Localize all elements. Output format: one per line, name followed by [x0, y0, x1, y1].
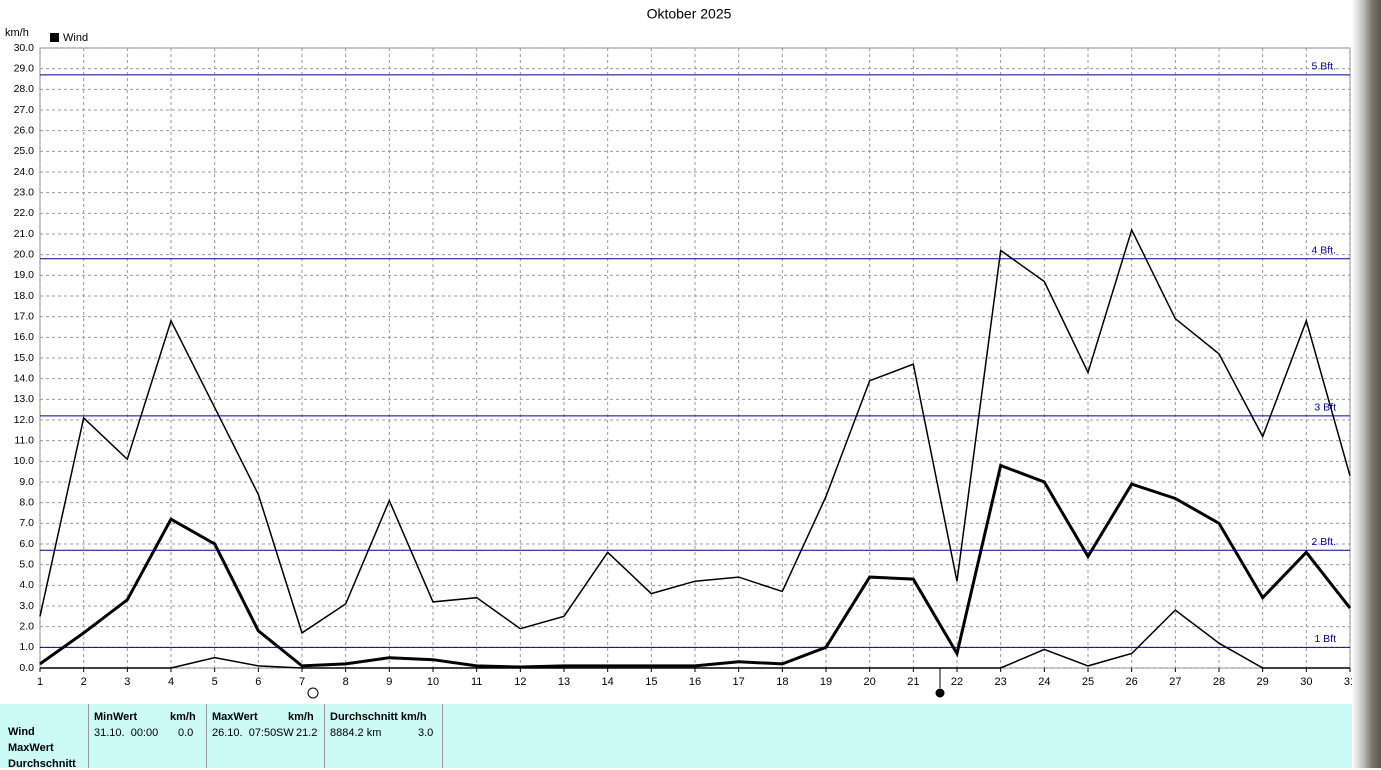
- y-tick-label: 22.0: [14, 207, 35, 219]
- new-moon: [935, 688, 945, 698]
- row-label: Durchschnitt: [8, 758, 76, 770]
- y-tick-label: 2.0: [19, 620, 34, 632]
- x-tick-label: 4: [168, 676, 174, 688]
- x-tick-label: 30: [1300, 676, 1312, 688]
- reference-label: 4 Bft.: [1311, 245, 1336, 257]
- x-tick-label: 13: [558, 676, 570, 688]
- y-tick-label: 28.0: [14, 83, 35, 95]
- series-line: [39, 463, 1352, 669]
- column-separator: [324, 704, 325, 768]
- y-tick-label: 30.0: [14, 42, 35, 54]
- column-unit: km/h: [288, 711, 314, 723]
- y-tick-label: 27.0: [14, 104, 35, 116]
- x-tick-label: 1: [37, 676, 43, 688]
- y-tick-label: 14.0: [14, 372, 35, 384]
- x-tick-label: 10: [427, 676, 439, 688]
- reference-label: 5 Bft.: [1311, 61, 1336, 73]
- stats-table: Wind MaxWert Durchschnitt MinWert km/h 3…: [0, 704, 1352, 770]
- cell: 3.0: [418, 727, 434, 739]
- x-tick-label: 26: [1126, 676, 1138, 688]
- legend-label: Wind: [63, 32, 88, 44]
- series-line: [39, 227, 1351, 635]
- row-label: Wind: [8, 726, 35, 738]
- y-tick-label: 0.0: [19, 662, 34, 674]
- y-tick-label: 6.0: [19, 538, 34, 550]
- chart-title: Oktober 2025: [647, 6, 732, 22]
- y-tick-label: 16.0: [14, 331, 35, 343]
- y-tick-label: 23.0: [14, 186, 35, 198]
- full-moon: [307, 687, 319, 699]
- y-tick-label: 19.0: [14, 269, 35, 281]
- x-tick-label: 8: [343, 676, 349, 688]
- x-tick-label: 24: [1038, 676, 1050, 688]
- x-tick-label: 6: [255, 676, 261, 688]
- series-line: [40, 609, 1350, 669]
- cell: 0.0: [178, 727, 194, 739]
- x-tick-label: 23: [995, 676, 1007, 688]
- x-tick-label: 29: [1257, 676, 1269, 688]
- column-separator: [442, 704, 443, 768]
- cell: SW: [276, 727, 294, 739]
- chart: Oktober 2025 km/h Wind 0.0 1.0 2.0 3.0 4.0 5.…: [5, 6, 1352, 699]
- column-separator: [206, 704, 207, 768]
- column-header: Durchschnitt km/h: [330, 711, 427, 723]
- y-tick-label: 17.0: [14, 310, 35, 322]
- y-tick-label: 18.0: [14, 290, 35, 302]
- y-tick-label: 12.0: [14, 414, 35, 426]
- x-tick-label: 9: [386, 676, 392, 688]
- x-tick-label: 21: [907, 676, 919, 688]
- y-tick-label: 29.0: [14, 62, 35, 74]
- x-tick-label: 20: [864, 676, 876, 688]
- y-tick-label: 24.0: [14, 166, 35, 178]
- x-tick-label: 28: [1213, 676, 1225, 688]
- x-tick-label: 7: [299, 676, 305, 688]
- y-tick-label: 21.0: [14, 228, 35, 240]
- x-tick-label: 16: [689, 676, 701, 688]
- y-tick-label: 26.0: [14, 124, 35, 136]
- cell: 31.10. 00:00: [94, 727, 159, 739]
- cell: 26.10. 07:50: [212, 727, 277, 739]
- column-header: MinWert: [94, 711, 138, 723]
- y-tick-label: 13.0: [14, 393, 35, 405]
- y-tick-label: 7.0: [19, 517, 34, 529]
- x-tick-label: 14: [602, 676, 614, 688]
- y-tick-label: 20.0: [14, 248, 35, 260]
- x-tick-label: 22: [951, 676, 963, 688]
- reference-label: 2 Bft.: [1311, 536, 1336, 548]
- row-label: MaxWert: [8, 742, 54, 754]
- column-separator: [88, 704, 89, 768]
- x-tick-label: 2: [81, 676, 87, 688]
- column-header: MaxWert: [212, 711, 258, 723]
- x-tick-label: 5: [212, 676, 218, 688]
- x-tick-label: 12: [514, 676, 526, 688]
- x-tick-label: 11: [471, 676, 482, 688]
- background-strip: [1352, 0, 1381, 768]
- y-tick-label: 15.0: [14, 352, 35, 364]
- x-tick-label: 27: [1169, 676, 1181, 688]
- x-tick-label: 31: [1344, 676, 1352, 688]
- y-tick-label: 9.0: [19, 476, 34, 488]
- y-tick-label: 3.0: [19, 600, 34, 612]
- cell: 8884.2 km: [330, 727, 382, 739]
- y-axis-label: km/h: [5, 27, 29, 39]
- reference-label: 1 Bft: [1314, 633, 1336, 645]
- x-tick-label: 3: [124, 676, 130, 688]
- legend-swatch: [50, 33, 59, 42]
- x-tick-label: 18: [776, 676, 788, 688]
- x-tick-label: 17: [733, 676, 745, 688]
- y-tick-label: 10.0: [14, 455, 35, 467]
- y-tick-label: 5.0: [19, 558, 34, 570]
- cell: 21.2: [296, 727, 318, 739]
- y-tick-label: 8.0: [19, 496, 34, 508]
- reference-label: 3 Bft: [1314, 402, 1336, 414]
- x-tick-label: 15: [645, 676, 657, 688]
- x-tick-label: 25: [1082, 676, 1094, 688]
- column-unit: km/h: [170, 711, 196, 723]
- y-tick-label: 1.0: [19, 641, 34, 653]
- y-tick-label: 11.0: [14, 434, 34, 446]
- x-tick-label: 19: [820, 676, 832, 688]
- y-tick-label: 4.0: [19, 579, 34, 591]
- y-tick-label: 25.0: [14, 145, 35, 157]
